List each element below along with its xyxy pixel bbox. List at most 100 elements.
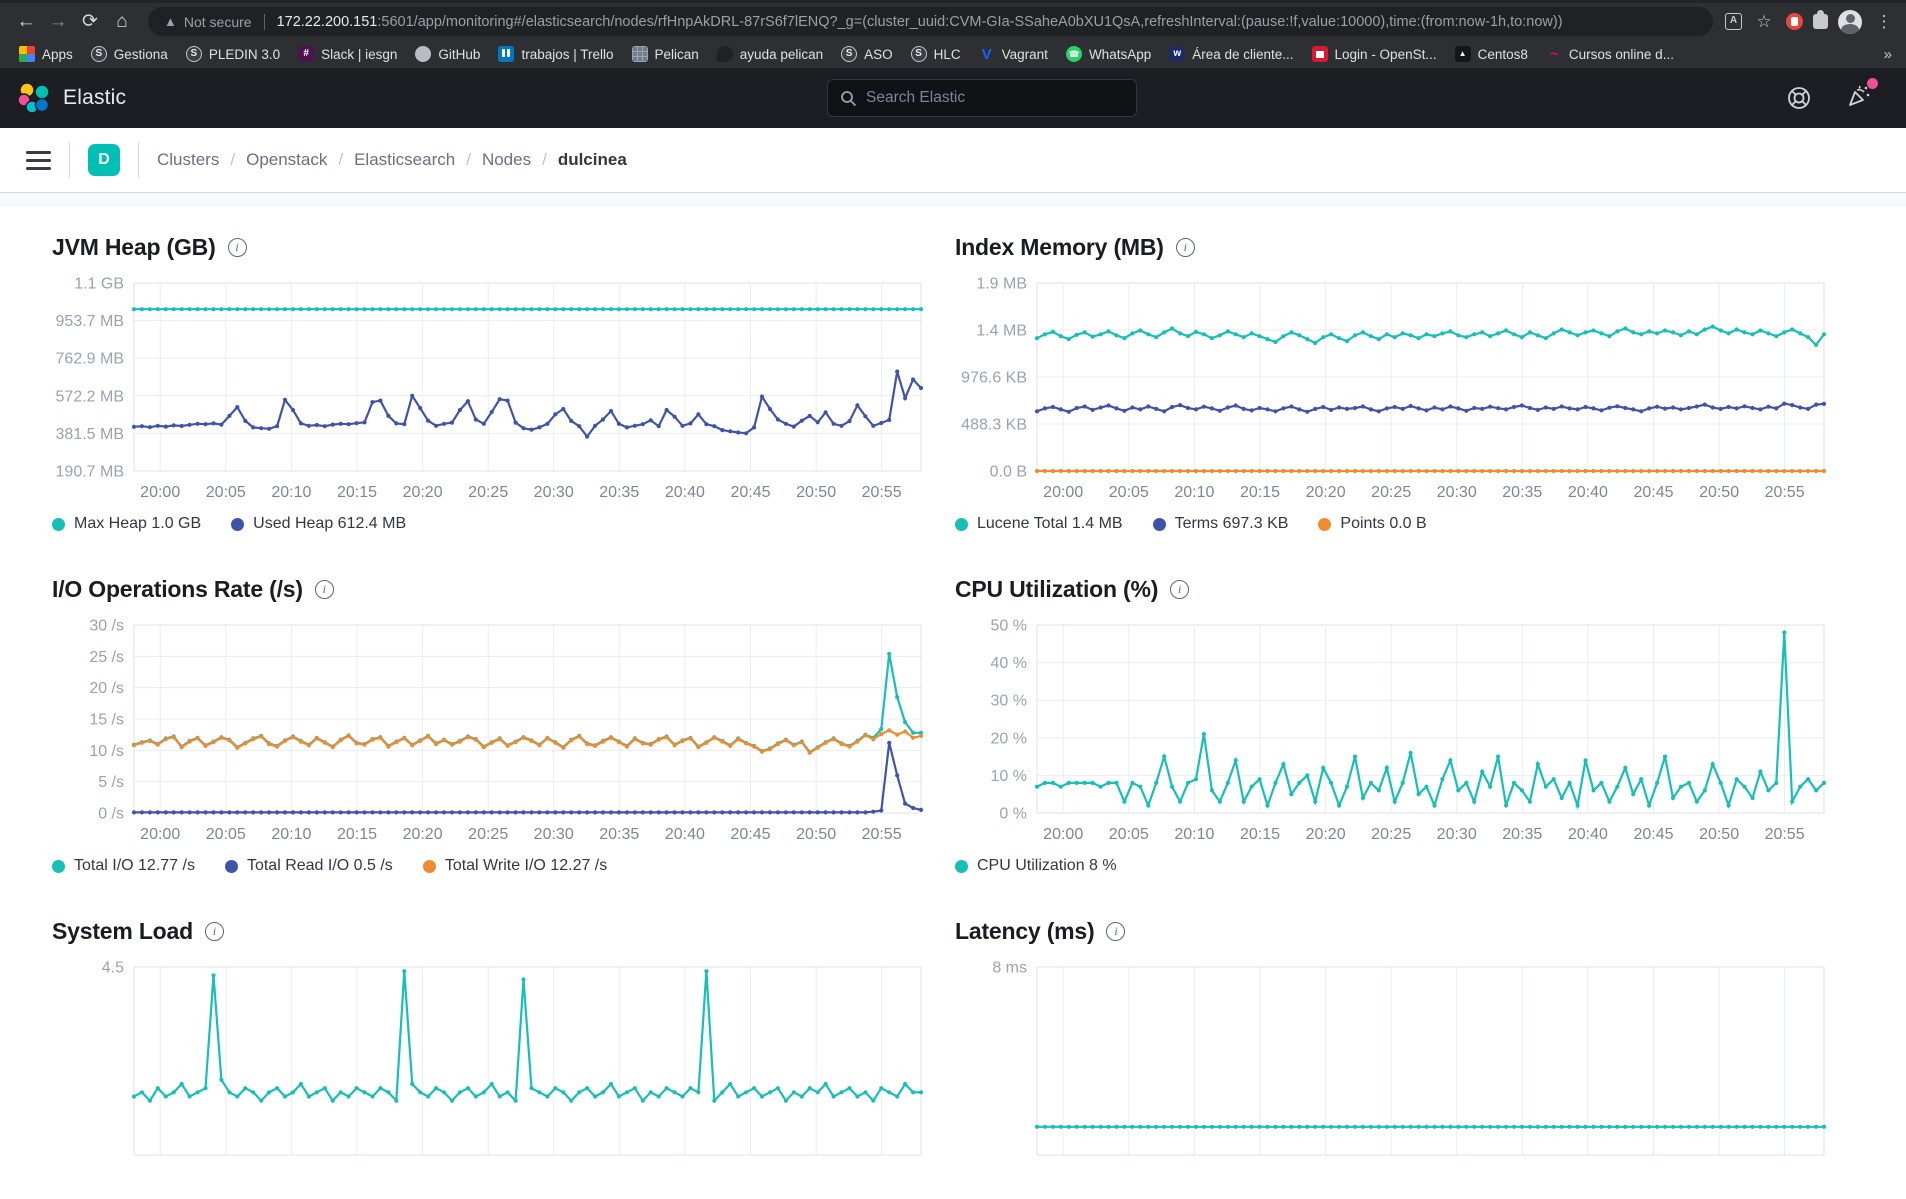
data-point — [1233, 332, 1238, 337]
newsfeed-button[interactable] — [1846, 77, 1878, 114]
home-button[interactable]: ⌂ — [116, 10, 128, 32]
legend-item[interactable]: Total Write I/O 12.27 /s — [422, 857, 607, 875]
data-point — [1503, 407, 1509, 412]
bookmarks-overflow-chevron[interactable]: » — [1883, 45, 1892, 63]
info-icon[interactable]: i — [1106, 921, 1126, 941]
bookmark-hlc[interactable]: S HLC — [902, 44, 970, 64]
data-point — [736, 430, 741, 435]
data-point — [1655, 468, 1660, 474]
bookmark-trabajos-trello[interactable]: trabajos | Trello — [489, 44, 622, 64]
bookmark-centos8[interactable]: ▲ Centos8 — [1446, 44, 1537, 64]
jvm-heap-plot[interactable]: 1.1 GB 953.7 MB 762.9 MB 572.2 MB 381.5 MB 19… — [52, 273, 927, 509]
bookmark-login-openst[interactable]: Login - OpenSt... — [1303, 44, 1446, 64]
data-point — [1201, 332, 1206, 337]
data-point — [290, 1090, 296, 1095]
legend-item[interactable]: Total I/O 12.77 /s — [52, 857, 195, 875]
data-point — [1583, 1124, 1588, 1129]
bookmark-rea-de-cliente[interactable]: w Área de cliente... — [1160, 44, 1302, 64]
data-point — [1146, 332, 1151, 337]
data-point — [1329, 780, 1334, 785]
data-point — [1567, 406, 1572, 411]
breadcrumb-cluster-openstack[interactable]: Openstack — [246, 150, 328, 169]
data-point — [1496, 754, 1501, 759]
bookmark-cursos-online-d[interactable]: ~ Cursos online d... — [1537, 44, 1683, 64]
data-point — [1193, 777, 1199, 782]
data-point — [704, 422, 709, 427]
breadcrumb-elasticsearch[interactable]: Elasticsearch — [354, 150, 456, 169]
data-point — [569, 307, 574, 312]
data-point — [1639, 409, 1644, 414]
breadcrumb-nodes[interactable]: Nodes — [481, 150, 532, 169]
translate-icon[interactable]: A — [1725, 13, 1742, 30]
info-icon[interactable]: i — [1170, 579, 1190, 599]
data-point — [378, 1086, 383, 1091]
x-tick-label: 20:35 — [599, 484, 639, 501]
data-point — [839, 742, 844, 747]
data-point — [1766, 468, 1771, 474]
cpu-utilization-plot[interactable]: 50 % 40 % 30 % 20 % 10 % 0 % 20:00 20:05 20:10 20… — [955, 615, 1830, 851]
bookmark-slack-iesgn[interactable]: # Slack | iesgn — [289, 44, 406, 64]
search-input[interactable]: Search Elastic — [827, 79, 1137, 117]
url-bar[interactable]: ▲ Not secure 172.22.200.151:5601/app/mon… — [148, 7, 1713, 36]
data-point — [553, 307, 558, 312]
menu-hamburger-icon[interactable] — [26, 150, 51, 170]
data-point — [298, 421, 303, 426]
extensions-puzzle-icon[interactable] — [1813, 10, 1828, 29]
io-operations-plot[interactable]: 30 /s 25 /s 20 /s 15 /s 10 /s 5 /s 0 /s 20:00 20… — [52, 615, 927, 851]
data-point — [163, 424, 168, 429]
profile-avatar[interactable] — [1838, 9, 1862, 34]
bookmark-pelican[interactable]: Pelican — [623, 44, 708, 64]
data-point — [1488, 468, 1493, 474]
info-icon[interactable]: i — [1175, 237, 1195, 257]
index-memory-plot[interactable]: 1.9 MB 1.4 MB 976.6 KB 488.3 KB 0.0 B 20:00 20… — [955, 273, 1830, 509]
bookmark-pledin-3-0[interactable]: S PLEDIN 3.0 — [177, 44, 289, 64]
info-icon[interactable]: i — [314, 579, 334, 599]
data-point — [823, 810, 828, 815]
space-badge[interactable]: D — [88, 144, 120, 176]
info-icon[interactable]: i — [204, 921, 224, 941]
data-point — [1360, 468, 1365, 474]
data-point — [672, 1090, 677, 1095]
legend-item[interactable]: Terms 697.3 KB — [1152, 515, 1288, 533]
legend-item[interactable]: Points 0.0 B — [1318, 515, 1427, 533]
elastic-logo[interactable] — [18, 82, 50, 114]
data-point — [394, 740, 399, 745]
bookmark-aso[interactable]: S ASO — [832, 44, 902, 64]
reload-button[interactable]: ⟳ — [82, 11, 98, 32]
legend-item[interactable]: Used Heap 612.4 MB — [231, 515, 406, 533]
bookmark-star-icon[interactable]: ☆ — [1756, 11, 1772, 31]
help-icon[interactable] — [1786, 85, 1812, 111]
legend-item[interactable]: Lucene Total 1.4 MB — [955, 515, 1123, 533]
data-point — [1384, 1124, 1389, 1129]
bookmark-apps[interactable]: Apps — [10, 44, 82, 64]
forward-button[interactable]: → — [48, 10, 68, 32]
bookmark-github[interactable]: GitHub — [406, 44, 489, 64]
data-point — [1265, 407, 1270, 412]
breadcrumb-clusters[interactable]: Clusters — [157, 150, 220, 169]
bookmark-gestiona[interactable]: S Gestiona — [82, 44, 177, 64]
legend-item[interactable]: Max Heap 1.0 GB — [52, 515, 201, 533]
bookmark-label: Gestiona — [113, 46, 168, 62]
info-icon[interactable]: i — [227, 237, 247, 257]
system-load-plot[interactable]: 4.5 — [52, 957, 927, 1193]
data-point — [1750, 332, 1755, 337]
data-point — [1074, 468, 1079, 474]
data-point — [775, 417, 781, 422]
data-point — [1305, 468, 1310, 474]
not-secure-label[interactable]: Not secure — [183, 13, 252, 30]
adblock-extension-icon[interactable] — [1786, 13, 1803, 30]
data-point — [1758, 769, 1763, 774]
data-point — [1344, 406, 1350, 411]
latency-plot[interactable]: 8 ms — [955, 957, 1830, 1193]
legend-item[interactable]: Total Read I/O 0.5 /s — [224, 857, 393, 875]
bookmark-vagrant[interactable]: V Vagrant — [970, 44, 1057, 64]
bookmark-ayuda-pelican[interactable]: ayuda pelican — [708, 44, 832, 64]
data-point — [1567, 468, 1572, 474]
data-point — [823, 740, 828, 745]
data-point — [1527, 330, 1532, 335]
back-button[interactable]: ← — [16, 10, 36, 32]
not-secure-warning-icon[interactable]: ▲ — [164, 14, 177, 29]
browser-menu-icon[interactable]: ⋮ — [1875, 11, 1893, 31]
legend-item[interactable]: CPU Utilization 8 % — [955, 857, 1117, 875]
bookmark-whatsapp[interactable]: ☎ WhatsApp — [1057, 44, 1160, 64]
